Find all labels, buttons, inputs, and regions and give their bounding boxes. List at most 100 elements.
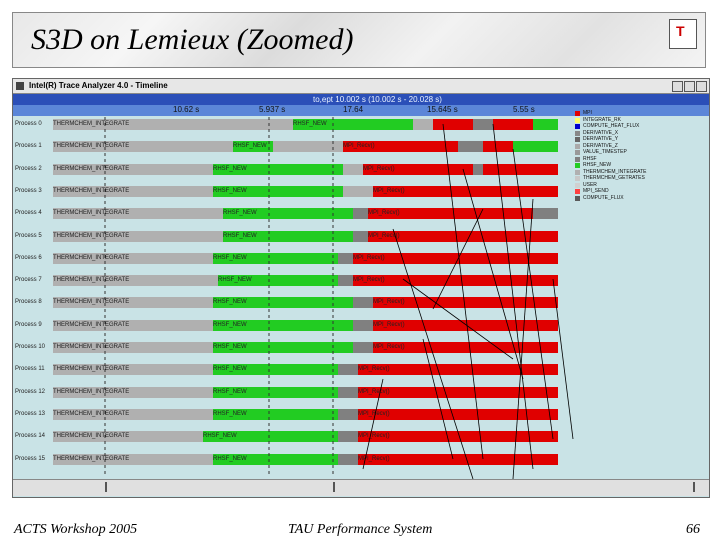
timeline-segment[interactable]: MPI_Recv() bbox=[373, 185, 473, 197]
timeline-segment[interactable] bbox=[413, 141, 433, 153]
timeline-segment[interactable] bbox=[453, 275, 558, 287]
timeline-segment[interactable]: THERMCHEM_INTEGRATE bbox=[53, 319, 213, 331]
timeline-segment[interactable] bbox=[493, 297, 558, 309]
timeline-segment[interactable]: RHSF_NEW bbox=[213, 252, 338, 264]
timeline-segment[interactable]: THERMCHEM_INTEGRATE bbox=[53, 342, 213, 353]
timeline-segment[interactable]: THERMCHEM_INTEGRATE bbox=[53, 252, 213, 264]
scroll-marker[interactable] bbox=[693, 482, 695, 492]
timeline-segment[interactable] bbox=[483, 364, 558, 376]
timeline-segment[interactable] bbox=[468, 230, 558, 242]
timeline-segment[interactable] bbox=[413, 119, 433, 130]
timeline-segment[interactable] bbox=[468, 208, 533, 220]
timeline-segment[interactable] bbox=[458, 141, 483, 153]
timeline-segment[interactable]: RHSF_NEW bbox=[213, 185, 343, 197]
timeline-segment[interactable] bbox=[473, 185, 558, 197]
time-ruler[interactable]: to,ept 10.002 s (10.002 s - 20.028 s) 10… bbox=[13, 94, 709, 116]
timeline-segment[interactable]: MPI_Recv() bbox=[368, 208, 468, 220]
close-button[interactable] bbox=[696, 81, 707, 92]
timeline-segment[interactable] bbox=[338, 453, 358, 465]
horizontal-scrollbar[interactable] bbox=[13, 479, 709, 496]
timeline-segment[interactable]: RHSF_NEW bbox=[218, 275, 338, 287]
timeline-segment[interactable]: RHSF_NEW bbox=[213, 342, 353, 353]
timeline-segment[interactable] bbox=[353, 319, 373, 331]
scroll-marker[interactable] bbox=[333, 482, 335, 492]
timeline-segment[interactable] bbox=[483, 386, 558, 398]
timeline-segment[interactable]: THERMCHEM_INTEGRATE bbox=[53, 119, 133, 130]
scroll-marker[interactable] bbox=[105, 482, 107, 492]
timeline-segment[interactable] bbox=[473, 119, 493, 130]
timeline-segment[interactable] bbox=[133, 119, 293, 130]
timeline-segment[interactable] bbox=[483, 408, 558, 420]
timeline-segment[interactable]: THERMCHEM_INTEGRATE bbox=[53, 163, 213, 175]
timeline-segment[interactable]: MPI_Recv() bbox=[353, 252, 468, 264]
timeline-segment[interactable]: MPI_Recv() bbox=[373, 297, 493, 309]
timeline-segment[interactable] bbox=[483, 141, 513, 153]
timeline-segment[interactable]: MPI_Recv() bbox=[368, 230, 468, 242]
timeline-segment[interactable] bbox=[533, 208, 558, 220]
timeline-segment[interactable]: THERMCHEM_INTEGRATE bbox=[53, 431, 203, 443]
timeline-segment[interactable]: RHSF_NEW bbox=[213, 386, 338, 398]
timeline-segment[interactable] bbox=[353, 208, 368, 220]
maximize-button[interactable] bbox=[684, 81, 695, 92]
timeline-segment[interactable] bbox=[433, 141, 458, 153]
timeline-segment[interactable] bbox=[468, 252, 558, 264]
app-menu-icon[interactable] bbox=[16, 82, 24, 90]
timeline-segment[interactable] bbox=[493, 119, 533, 130]
timeline-segment[interactable] bbox=[493, 342, 558, 353]
timeline-segment[interactable] bbox=[343, 185, 373, 197]
minimize-button[interactable] bbox=[672, 81, 683, 92]
timeline-segment[interactable]: THERMCHEM_INTEGRATE bbox=[53, 453, 213, 465]
timeline-segment[interactable]: THERMCHEM_INTEGRATE bbox=[53, 275, 218, 287]
timeline-segment[interactable]: MPI_Recv() bbox=[353, 275, 453, 287]
timeline-segment[interactable]: RHSF_NEW bbox=[213, 408, 338, 420]
timeline-segment[interactable] bbox=[338, 408, 358, 420]
timeline-segment[interactable] bbox=[483, 163, 558, 175]
timeline-segment[interactable] bbox=[533, 119, 558, 130]
timeline-segment[interactable]: RHSF_NEW bbox=[223, 208, 353, 220]
timeline-segment[interactable] bbox=[453, 119, 473, 130]
timeline-segment[interactable]: RHSF_NEW bbox=[213, 364, 338, 376]
legend-swatch bbox=[575, 137, 580, 142]
timeline-segment[interactable] bbox=[513, 141, 558, 153]
timeline-segment[interactable]: MPI_Recv() bbox=[373, 342, 493, 353]
timeline-segment[interactable]: RHSF_NEW bbox=[233, 141, 273, 153]
timeline-segment[interactable]: RHSF_NEW bbox=[213, 319, 353, 331]
timeline-segment[interactable]: RHSF_NEW bbox=[203, 431, 338, 443]
timeline-segment[interactable]: THERMCHEM_INTEGRATE bbox=[53, 297, 213, 309]
timeline-segment[interactable]: RHSF_NEW bbox=[223, 230, 353, 242]
timeline-segment[interactable] bbox=[353, 342, 373, 353]
timeline-segment[interactable] bbox=[483, 431, 558, 443]
timeline-segment[interactable]: RHSF_NEW bbox=[213, 297, 353, 309]
timeline-segment[interactable]: RHSF_NEW bbox=[213, 453, 338, 465]
timeline-segment[interactable] bbox=[338, 252, 353, 264]
timeline-segment[interactable] bbox=[338, 275, 353, 287]
timeline-segment[interactable]: THERMCHEM_INTEGRATE bbox=[53, 230, 223, 242]
timeline-segment[interactable]: THERMCHEM_INTEGRATE bbox=[53, 386, 213, 398]
timeline-segment[interactable] bbox=[353, 297, 373, 309]
timeline-segment[interactable]: MPI_Recv() bbox=[373, 319, 493, 331]
timeline-segment[interactable] bbox=[338, 364, 358, 376]
timeline-segment[interactable]: THERMCHEM_INTEGRATE bbox=[53, 141, 233, 153]
timeline-segment[interactable]: MPI_Recv() bbox=[358, 431, 483, 443]
timeline-segment[interactable]: MPI_Recv() bbox=[358, 408, 483, 420]
timeline-segment[interactable] bbox=[433, 119, 453, 130]
timeline-segment[interactable]: RHSF_NEW bbox=[293, 119, 413, 130]
timeline-segment[interactable]: THERMCHEM_INTEGRATE bbox=[53, 408, 213, 420]
timeline-segment[interactable]: RHSF_NEW bbox=[213, 163, 343, 175]
timeline-segment[interactable]: MPI_Recv() bbox=[358, 386, 483, 398]
timeline-segment[interactable] bbox=[343, 163, 363, 175]
timeline-segment[interactable] bbox=[338, 431, 358, 443]
timeline-segment[interactable]: MPI_Recv() bbox=[358, 453, 483, 465]
timeline-segment[interactable] bbox=[353, 230, 368, 242]
timeline-segment[interactable] bbox=[483, 453, 558, 465]
timeline-segment[interactable]: THERMCHEM_INTEGRATE bbox=[53, 364, 213, 376]
timeline-segment[interactable]: MPI_Recv() bbox=[358, 364, 483, 376]
timeline-segment[interactable]: THERMCHEM_INTEGRATE bbox=[53, 185, 213, 197]
timeline-segment[interactable]: MPI_Recv() bbox=[343, 141, 413, 153]
timeline-segment[interactable] bbox=[473, 163, 483, 175]
timeline-segment[interactable] bbox=[273, 141, 343, 153]
timeline-segment[interactable] bbox=[338, 386, 358, 398]
timeline-segment[interactable]: THERMCHEM_INTEGRATE bbox=[53, 208, 223, 220]
timeline-segment[interactable] bbox=[493, 319, 558, 331]
timeline-segment[interactable]: MPI_Recv() bbox=[363, 163, 473, 175]
